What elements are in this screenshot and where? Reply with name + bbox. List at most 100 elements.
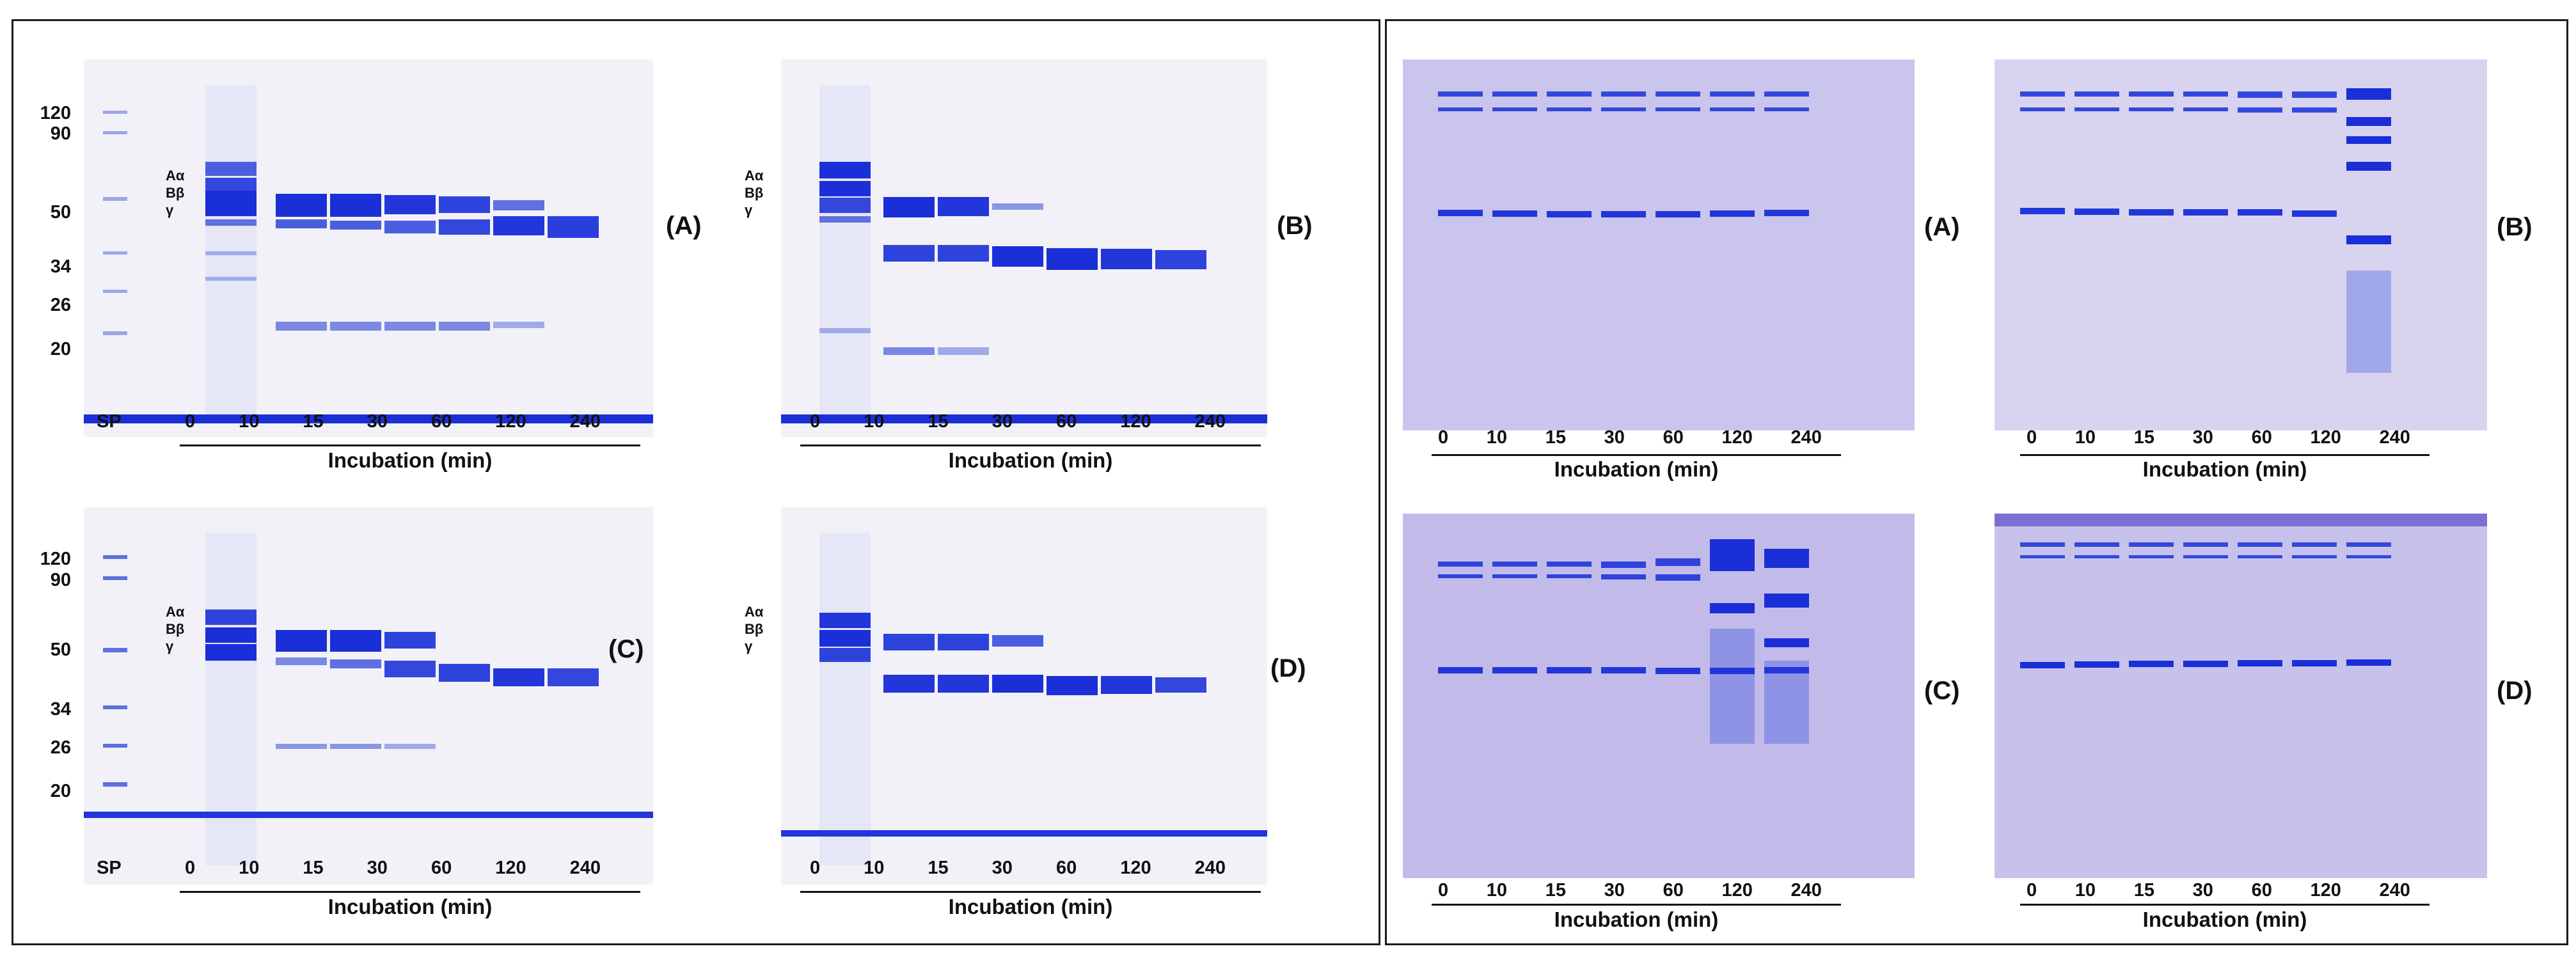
right-gel-c-image — [1403, 514, 1915, 878]
mw-marker-90-a: 90 — [50, 123, 71, 144]
lane-label: 120 — [1721, 880, 1753, 901]
lane-label: 240 — [2379, 427, 2410, 448]
chain-alpha-label: Aα — [166, 604, 185, 620]
chain-beta-label: Bβ — [745, 621, 764, 637]
chain-labels-a: Aα Bβ γ — [166, 167, 184, 219]
lane-label: 240 — [1194, 411, 1226, 432]
lane-label: 240 — [569, 411, 601, 432]
left-figure-frame: 120 90 50 34 26 20 Aα Bβ γ SP 0 10 15 30… — [12, 19, 1380, 945]
right-lane-labels-b: 0 10 15 30 60 120 240 — [2027, 427, 2410, 448]
lane-label: 240 — [1790, 880, 1822, 901]
axis-line-c — [180, 891, 640, 893]
size-marker-label-c: SP — [97, 858, 122, 878]
right-gel-b-image — [1995, 59, 2487, 430]
mw-marker-50-a: 50 — [50, 202, 71, 223]
lane-label: 60 — [1663, 880, 1684, 901]
lane-label: 0 — [1438, 427, 1449, 448]
chain-alpha-label: Aα — [745, 604, 764, 620]
lane-label: 15 — [303, 411, 324, 432]
panel-label-a-left: (A) — [666, 212, 702, 240]
mw-marker-20-c: 20 — [50, 781, 71, 801]
lane-label: 120 — [2310, 880, 2341, 901]
right-lane-labels-a: 0 10 15 30 60 120 240 — [1438, 427, 1822, 448]
lane-label: 30 — [992, 411, 1013, 432]
lane-label: 120 — [1120, 411, 1151, 432]
panel-label-d-left: (D) — [1270, 654, 1306, 682]
mw-marker-26-c: 26 — [50, 737, 71, 758]
right-axis-line-a — [1432, 454, 1841, 456]
lane-label: 30 — [1604, 427, 1625, 448]
lane-label: 30 — [1604, 880, 1625, 901]
size-marker-label-a: SP — [97, 411, 122, 432]
right-gel-d-image — [1995, 514, 2487, 878]
left-gel-c — [84, 507, 653, 885]
axis-title-b: Incubation (min) — [948, 448, 1113, 472]
left-gel-a-image — [84, 59, 653, 437]
lane-label: 60 — [2251, 427, 2272, 448]
left-gel-d — [781, 507, 1267, 885]
right-axis-title-d: Incubation (min) — [2142, 908, 2307, 931]
left-gel-b — [781, 59, 1267, 437]
lane-label: 15 — [2133, 880, 2154, 901]
chain-gamma-label: γ — [166, 202, 174, 218]
chain-gamma-label: γ — [745, 202, 753, 218]
right-figure-frame: 0 10 15 30 60 120 240 Incubation (min) (… — [1385, 19, 2568, 945]
lane-label: 60 — [2251, 880, 2272, 901]
lane-label: 30 — [367, 411, 388, 432]
axis-title-a: Incubation (min) — [328, 448, 493, 472]
left-gel-a — [84, 59, 653, 437]
lane-label: 30 — [2192, 880, 2213, 901]
mw-marker-50-c: 50 — [50, 640, 71, 660]
lane-label: 60 — [431, 858, 452, 878]
lane-label: 10 — [864, 411, 885, 432]
lane-label: 30 — [992, 858, 1013, 878]
chain-alpha-label: Aα — [166, 168, 185, 184]
lane-label: 240 — [1790, 427, 1822, 448]
right-axis-line-d — [2020, 904, 2430, 906]
lane-label: 0 — [810, 858, 821, 878]
axis-title-c: Incubation (min) — [328, 895, 493, 918]
lane-labels-d: 0 10 15 30 60 120 240 — [810, 858, 1226, 879]
lane-label: 120 — [495, 411, 526, 432]
lane-label: 15 — [2133, 427, 2154, 448]
mw-marker-20-a: 20 — [50, 339, 71, 359]
chain-beta-label: Bβ — [166, 621, 185, 637]
lane-label: 10 — [864, 858, 885, 878]
lane-label: 15 — [303, 858, 324, 878]
lane-label: 0 — [185, 411, 196, 432]
right-axis-line-c — [1432, 904, 1841, 906]
lane-label: 60 — [431, 411, 452, 432]
lane-label: 60 — [1055, 858, 1077, 878]
right-axis-title-c: Incubation (min) — [1554, 908, 1719, 931]
right-gel-c — [1403, 514, 1915, 878]
lane-label: 0 — [1438, 880, 1449, 901]
mw-marker-120-a: 120 — [40, 103, 71, 123]
lane-label: 10 — [2074, 427, 2096, 448]
lane-label: 240 — [2379, 880, 2410, 901]
lane-label: 30 — [2192, 427, 2213, 448]
lane-label: 15 — [928, 858, 949, 878]
panel-label-c-right: (C) — [1924, 677, 1960, 705]
axis-line-b — [800, 445, 1261, 446]
right-lane-labels-d: 0 10 15 30 60 120 240 — [2027, 880, 2410, 901]
left-gel-d-image — [781, 507, 1267, 885]
right-gel-b — [1995, 59, 2487, 430]
lane-label: 240 — [569, 858, 601, 878]
right-lane-labels-c: 0 10 15 30 60 120 240 — [1438, 880, 1822, 901]
chain-beta-label: Bβ — [166, 185, 185, 201]
left-gel-b-image — [781, 59, 1267, 437]
chain-alpha-label: Aα — [745, 168, 764, 184]
lane-label: 0 — [810, 411, 821, 432]
mw-marker-34-c: 34 — [50, 699, 71, 720]
chain-labels-c: Aα Bβ γ — [166, 603, 184, 655]
panel-label-a-right: (A) — [1924, 213, 1960, 241]
left-gel-c-image — [84, 507, 653, 885]
panel-label-d-right: (D) — [2497, 677, 2533, 705]
lane-label: 60 — [1055, 411, 1077, 432]
axis-title-d: Incubation (min) — [948, 895, 1113, 918]
mw-marker-90-c: 90 — [50, 570, 71, 590]
lane-label: 60 — [1663, 427, 1684, 448]
lane-labels-a: 0 10 15 30 60 120 240 — [185, 411, 601, 432]
lane-label: 15 — [1545, 427, 1566, 448]
lane-label: 120 — [495, 858, 526, 878]
